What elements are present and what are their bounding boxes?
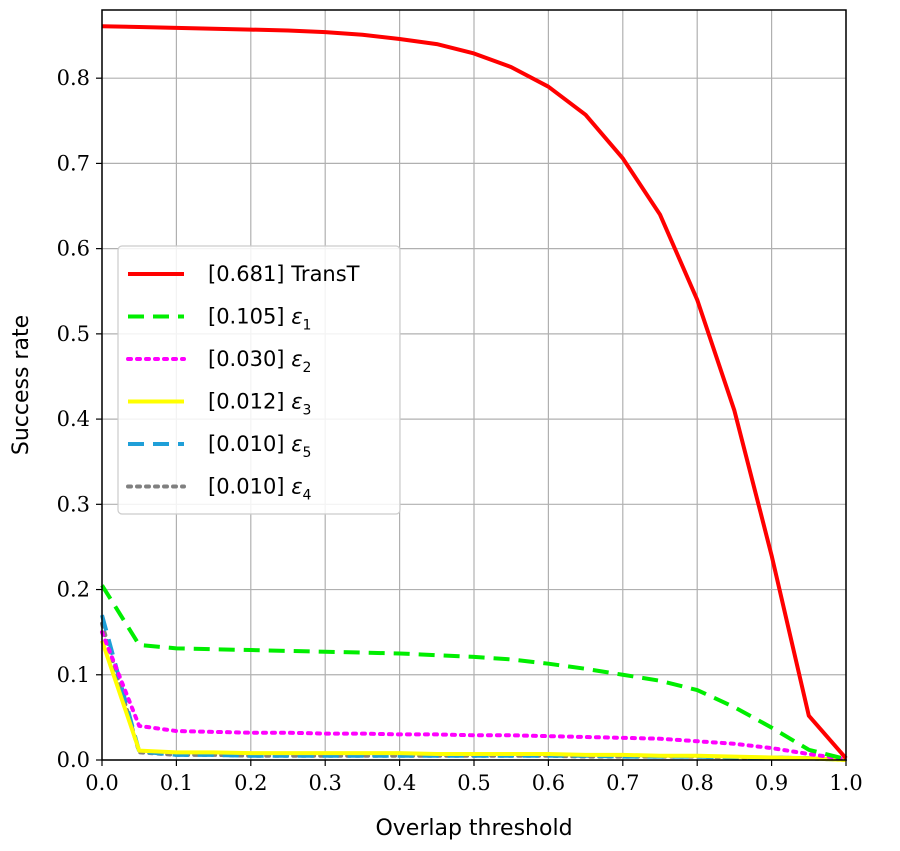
legend-name: ε — [291, 475, 302, 499]
series-line-0 — [101, 24, 848, 760]
legend-label-1: [0.105] ε1 — [208, 305, 311, 334]
legend-name: ε — [291, 390, 302, 414]
legend-label-0: [0.681] TransT — [208, 262, 360, 286]
series-line-3 — [100, 640, 847, 762]
y-tick-label: 0.8 — [57, 66, 90, 90]
axis-ticks: 0.0 0.1 0.2 0.3 0.4 0.5 0.6 0.7 0.8 0.9 1.0 0.0 0.1 0… — [57, 66, 863, 795]
x-tick-label: 1.0 — [829, 771, 862, 795]
series-line-2 — [100, 630, 848, 762]
x-axis-label: Overlap threshold — [375, 816, 572, 841]
legend-name: ε — [291, 432, 302, 456]
series-line-1 — [100, 584, 847, 762]
y-tick-label: 0.7 — [57, 151, 90, 175]
y-tick-label: 0.3 — [57, 492, 90, 516]
legend-label-4: [0.010] ε5 — [208, 432, 311, 461]
legend-subscript: 2 — [303, 360, 312, 376]
x-tick-label: 0.7 — [606, 771, 639, 795]
y-tick-label: 0.6 — [57, 237, 90, 261]
legend-score: [0.012] — [208, 390, 291, 414]
y-tick-label: 0.2 — [57, 578, 90, 602]
y-axis-label: Success rate — [9, 315, 34, 455]
x-tick-label: 0.8 — [680, 771, 713, 795]
legend-subscript: 5 — [303, 445, 312, 461]
x-tick-label: 0.2 — [234, 771, 267, 795]
legend-label-3: [0.012] ε3 — [208, 390, 311, 419]
legend-score: [0.010] — [208, 475, 291, 499]
x-tick-label: 0.6 — [532, 771, 565, 795]
x-tick-label: 0.1 — [160, 771, 193, 795]
y-tick-label: 0.0 — [57, 748, 90, 772]
y-tick-label: 0.5 — [57, 322, 90, 346]
legend-score: [0.030] — [208, 347, 291, 371]
legend-name: ε — [291, 347, 302, 371]
legend-label-5: [0.010] ε4 — [208, 475, 312, 504]
legend-box — [117, 245, 401, 515]
series-lines — [100, 24, 848, 762]
legend-subscript: 4 — [303, 488, 312, 504]
x-tick-label: 0.0 — [85, 771, 118, 795]
legend-score: [0.681] — [208, 262, 291, 286]
legend-score: [0.010] — [208, 432, 291, 456]
legend-label-2: [0.030] ε2 — [208, 347, 311, 376]
legend-subscript: 3 — [303, 403, 312, 419]
x-tick-label: 0.9 — [755, 771, 788, 795]
x-tick-label: 0.5 — [457, 771, 490, 795]
legend-name: ε — [291, 305, 302, 329]
legend: [0.681] TransT[0.105] ε1[0.030] ε2[0.012… — [117, 245, 401, 515]
x-tick-label: 0.3 — [308, 771, 341, 795]
legend-name: TransT — [290, 262, 359, 286]
y-tick-label: 0.1 — [57, 663, 90, 687]
x-tick-label: 0.4 — [383, 771, 416, 795]
y-tick-label: 0.4 — [57, 407, 90, 431]
legend-subscript: 1 — [303, 318, 312, 334]
legend-score: [0.105] — [208, 305, 291, 329]
